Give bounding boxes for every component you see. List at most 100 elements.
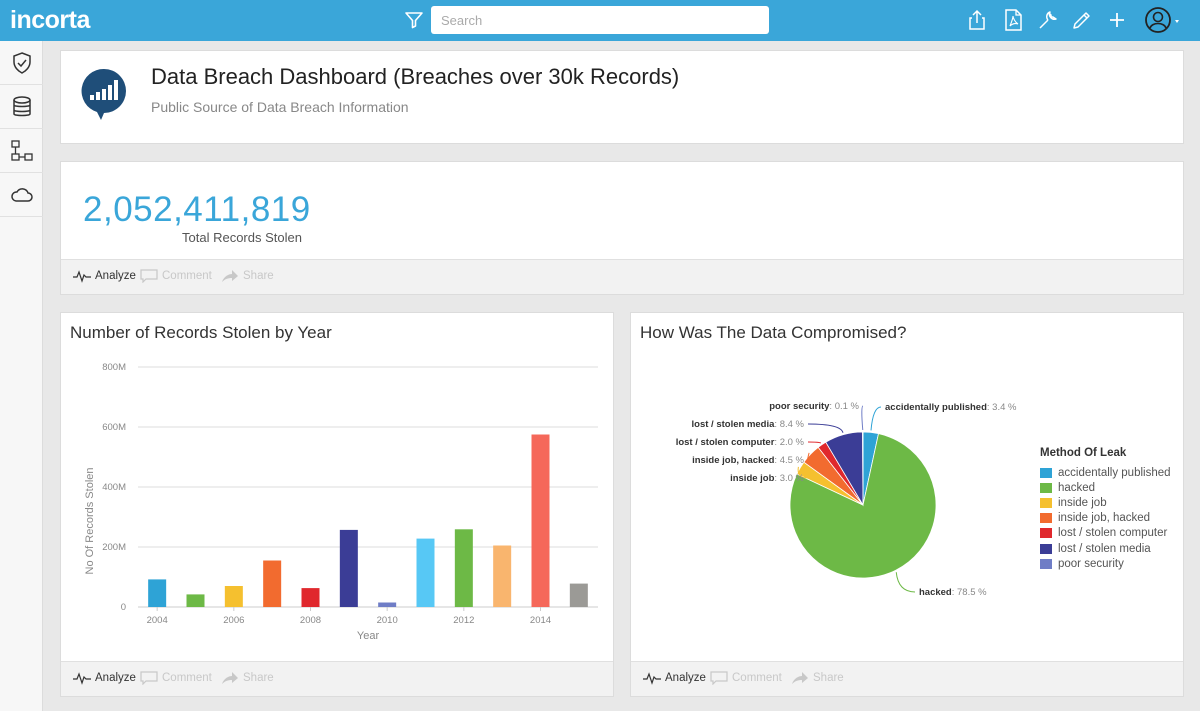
legend-item[interactable]: hacked xyxy=(1040,480,1171,495)
bar-2005[interactable] xyxy=(186,594,205,607)
bar-2015[interactable] xyxy=(569,583,588,607)
legend-swatch xyxy=(1040,558,1052,569)
pulse-icon xyxy=(73,270,91,283)
user-avatar-menu[interactable] xyxy=(1144,6,1188,36)
pie-data-label: hacked: 78.5 % xyxy=(919,587,987,598)
legend-item[interactable]: inside job xyxy=(1040,495,1171,510)
page-title: Data Breach Dashboard (Breaches over 30k… xyxy=(151,64,680,89)
edit-pencil-icon[interactable] xyxy=(1071,9,1093,31)
comment-icon xyxy=(140,269,158,283)
bar-2009[interactable] xyxy=(339,529,358,607)
x-tick-label: 2008 xyxy=(300,615,321,626)
comment-button[interactable]: Comment xyxy=(140,269,212,283)
legend-swatch xyxy=(1040,513,1052,524)
sidebar-item-data[interactable] xyxy=(0,85,43,129)
pie-leader-line xyxy=(861,405,864,431)
legend-swatch xyxy=(1040,528,1052,539)
pie-data-label: lost / stolen media: 8.4 % xyxy=(692,419,805,430)
pie-legend: Method Of Leak accidentally published hac… xyxy=(1040,447,1171,571)
legend-item[interactable]: poor security xyxy=(1040,556,1171,571)
analyze-label: Analyze xyxy=(95,270,136,282)
top-bar: incorta xyxy=(0,0,1200,41)
pie-data-label: lost / stolen computer: 2.0 % xyxy=(676,437,805,448)
bar-2010[interactable] xyxy=(378,602,397,608)
pie-data-label: poor security: 0.1 % xyxy=(769,401,859,412)
legend-label: lost / stolen media xyxy=(1058,542,1151,555)
dashboard-logo-icon xyxy=(80,67,128,121)
pie-chart-card: How Was The Data Compromised? accidental… xyxy=(630,312,1184,697)
share-button[interactable]: Share xyxy=(791,671,844,685)
shield-icon xyxy=(12,51,31,74)
bar-2012[interactable] xyxy=(454,529,473,607)
export-icon[interactable] xyxy=(966,9,988,31)
bar-2013[interactable] xyxy=(493,545,512,608)
analyze-label: Analyze xyxy=(665,672,706,684)
wrench-icon[interactable] xyxy=(1037,9,1059,31)
share-button[interactable]: Share xyxy=(221,671,274,685)
comment-button[interactable]: Comment xyxy=(140,671,212,685)
share-button[interactable]: Share xyxy=(221,269,274,283)
share-arrow-icon xyxy=(222,672,238,684)
legend-swatch xyxy=(1040,497,1052,508)
sidebar-item-schema[interactable] xyxy=(0,129,43,173)
pie-data-label: inside job, hacked: 4.5 % xyxy=(692,455,804,466)
bar-2004[interactable] xyxy=(148,579,167,607)
legend-label: inside job, hacked xyxy=(1058,512,1151,525)
sidebar-item-security[interactable] xyxy=(0,41,43,85)
legend-swatch xyxy=(1040,482,1052,493)
pulse-icon xyxy=(643,672,661,685)
legend-label: accidentally published xyxy=(1058,466,1171,479)
x-axis-title: Year xyxy=(357,630,380,642)
pie-leader-line xyxy=(797,466,809,479)
analyze-button[interactable]: Analyze xyxy=(643,671,706,685)
bar-2011[interactable] xyxy=(416,538,435,607)
add-icon[interactable] xyxy=(1106,9,1128,31)
sidebar-item-cloud[interactable] xyxy=(0,173,43,217)
card-footer: Analyze Comment Share xyxy=(61,259,1183,294)
bar-2014[interactable] xyxy=(531,434,550,608)
bar-chart-card: Number of Records Stolen by Year 0 200M 40… xyxy=(60,312,614,697)
legend-item[interactable]: accidentally published xyxy=(1040,465,1171,480)
bar-2007[interactable] xyxy=(263,560,282,608)
comment-label: Comment xyxy=(732,672,782,684)
comment-icon xyxy=(710,671,728,685)
cloud-icon xyxy=(10,187,33,202)
share-arrow-icon xyxy=(792,672,808,684)
y-tick-label: 800M xyxy=(102,362,126,373)
pie-chart-title: How Was The Data Compromised? xyxy=(640,323,907,342)
legend-label: lost / stolen computer xyxy=(1058,527,1168,540)
pie-leader-line xyxy=(807,452,810,461)
pie-leader-line xyxy=(807,441,822,444)
legend-item[interactable]: lost / stolen computer xyxy=(1040,526,1171,541)
legend-label: poor security xyxy=(1058,557,1124,570)
y-tick-label: 0 xyxy=(121,602,126,613)
bar-2008[interactable] xyxy=(301,588,320,607)
search-input[interactable] xyxy=(431,6,769,34)
schema-icon xyxy=(10,139,33,161)
bar-2006[interactable] xyxy=(224,586,243,607)
legend-item[interactable]: lost / stolen media xyxy=(1040,541,1171,556)
incorta-logo[interactable]: incorta xyxy=(10,6,90,34)
pie-data-label: inside job: 3.0 % xyxy=(730,473,804,484)
comment-label: Comment xyxy=(162,672,212,684)
database-icon xyxy=(12,95,31,116)
dashboard-header-card: Data Breach Dashboard (Breaches over 30k… xyxy=(60,50,1184,144)
legend-label: inside job xyxy=(1058,496,1107,509)
analyze-button[interactable]: Analyze xyxy=(73,671,136,685)
filter-icon[interactable] xyxy=(404,10,424,30)
bar-chart: 0 200M 400M 600M 800M 2004 2006 2008 2010 2012 201… xyxy=(84,362,598,642)
comment-button[interactable]: Comment xyxy=(710,671,782,685)
y-tick-label: 200M xyxy=(102,542,126,553)
analyze-button[interactable]: Analyze xyxy=(73,269,136,283)
card-footer: Analyze Comment Share xyxy=(61,661,613,696)
share-label: Share xyxy=(243,672,274,684)
pie-leader-line xyxy=(807,423,844,433)
card-footer: Analyze Comment Share xyxy=(631,661,1183,696)
analyze-label: Analyze xyxy=(95,672,136,684)
legend-title: Method Of Leak xyxy=(1040,447,1127,459)
pdf-icon[interactable] xyxy=(1002,9,1024,31)
comment-label: Comment xyxy=(162,270,212,282)
legend-item[interactable]: inside job, hacked xyxy=(1040,511,1171,526)
x-tick-label: 2014 xyxy=(530,615,551,626)
share-label: Share xyxy=(813,672,844,684)
